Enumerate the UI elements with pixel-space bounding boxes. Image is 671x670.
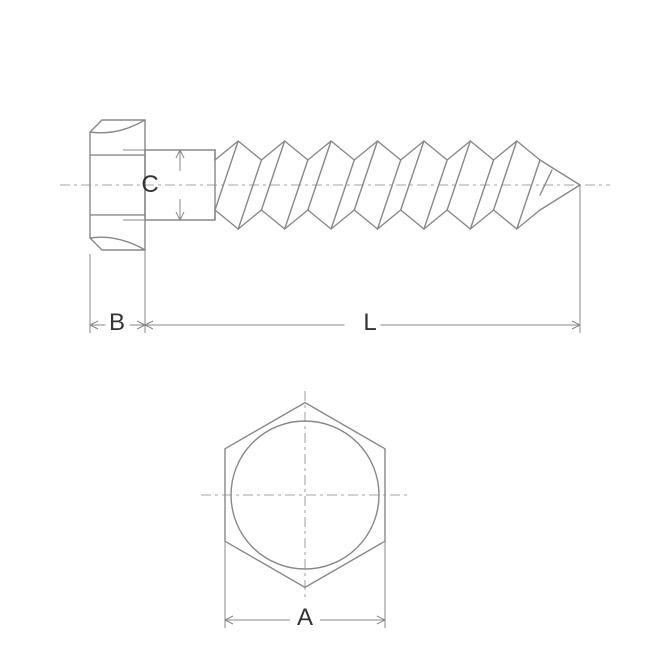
dimension-label-L: L <box>363 309 376 337</box>
dimension-label-A: A <box>297 604 313 632</box>
diagram-stage: L B C A <box>0 0 671 670</box>
dimension-label-B: B <box>109 309 125 337</box>
diagram-svg <box>0 0 671 670</box>
dimension-label-C: C <box>141 171 158 199</box>
